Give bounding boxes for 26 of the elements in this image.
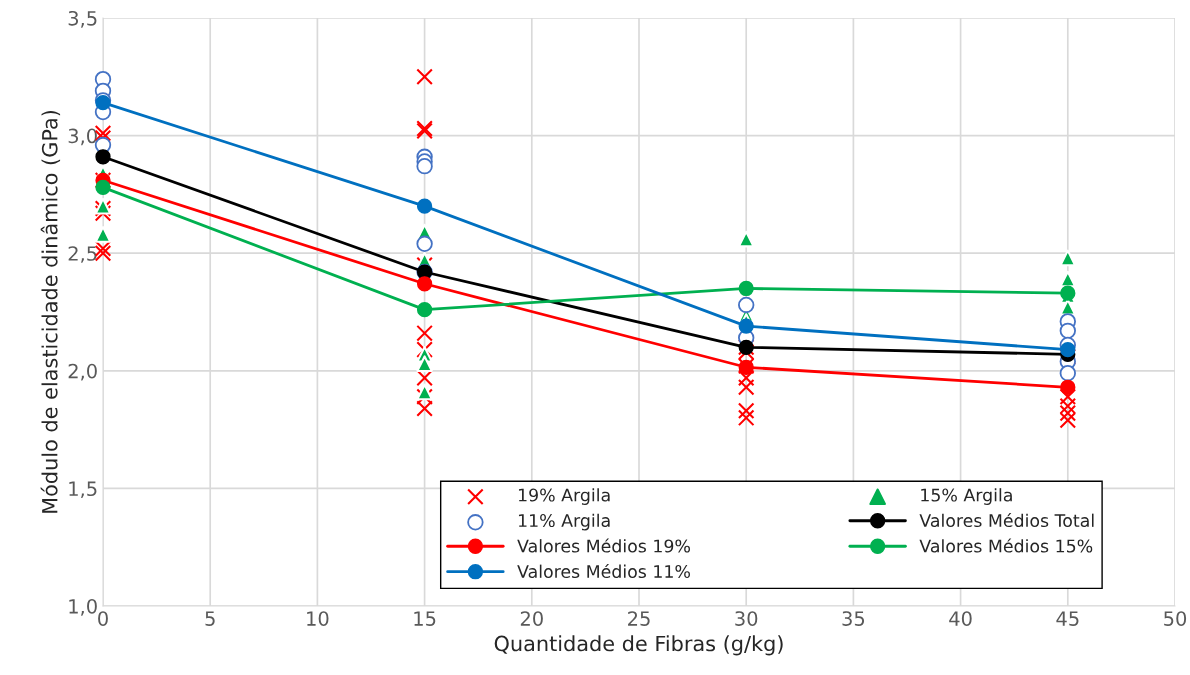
x-tick-label: 15 xyxy=(414,611,436,626)
legend-label: Valores Médios Total xyxy=(919,512,1094,528)
x-tick-label: 20 xyxy=(520,611,543,626)
y-tick-label: 2,0 xyxy=(68,363,97,381)
y-tick-label: 3,5 xyxy=(68,10,97,28)
x-tick-label: 50 xyxy=(1164,611,1187,626)
legend-label: 11% Argila xyxy=(518,513,610,531)
legend-label: 15% Argila xyxy=(921,488,1012,505)
legend-label: Valores Médios 15% xyxy=(919,538,1093,553)
x-tick-label: 0 xyxy=(98,611,108,626)
x-tick-label: 25 xyxy=(628,611,650,626)
x-axis-title: Quantidade de Fibras (g/kg) xyxy=(494,635,783,656)
legend-label: 19% Argila xyxy=(518,488,610,505)
x-tick-label: 30 xyxy=(735,611,758,626)
x-tick-label: 45 xyxy=(1056,611,1079,626)
x-tick-label: 5 xyxy=(205,611,215,626)
y-tick-label: 1,5 xyxy=(69,481,97,499)
y-tick-label: 3,0 xyxy=(68,128,97,146)
y-tick-label: 1,0 xyxy=(69,598,97,616)
x-tick-label: 40 xyxy=(949,611,972,626)
x-tick-label: 10 xyxy=(307,611,329,626)
y-tick-label: 2,5 xyxy=(68,246,97,263)
x-tick-label: 35 xyxy=(842,611,865,626)
legend-label: Valores Médios 19% xyxy=(517,538,690,553)
legend-label: Valores Médios 11% xyxy=(517,563,690,579)
y-axis-title: Módulo de elasticidade dinâmico (GPa) xyxy=(40,110,61,513)
